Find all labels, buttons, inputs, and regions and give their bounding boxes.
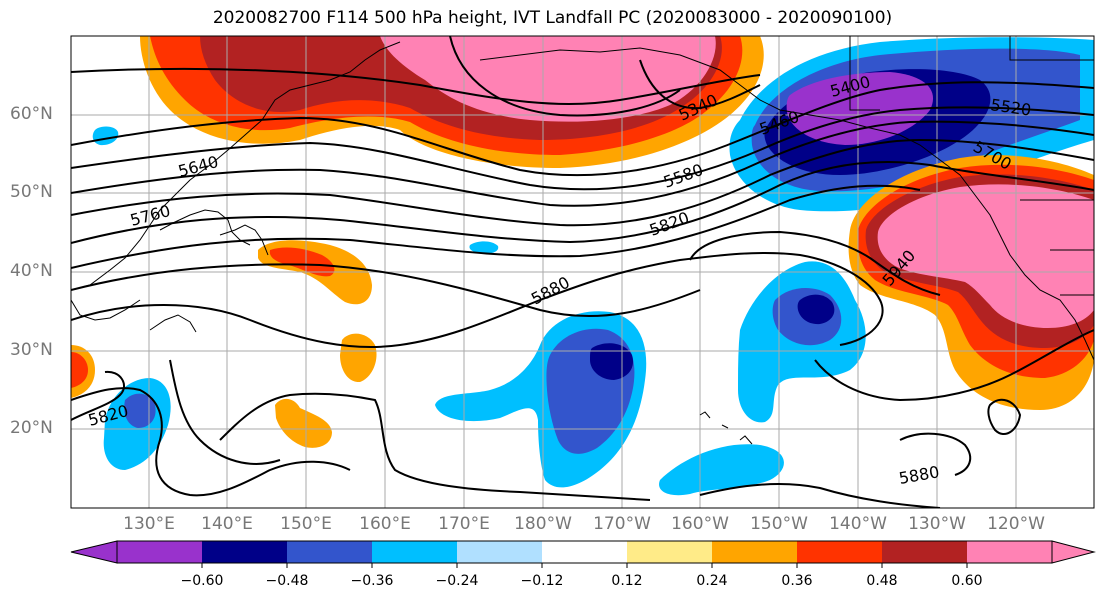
- colorbar-tick-label: 0.60: [951, 573, 983, 589]
- colorbar-tick-label: −0.24: [435, 573, 479, 589]
- colorbar-extend-left: [70, 540, 118, 564]
- lon-label-140e: 140°E: [201, 514, 253, 534]
- lon-label-150e: 150°E: [280, 514, 332, 534]
- contour-label-5880: 5880: [528, 273, 573, 309]
- colorbar: [70, 540, 1096, 568]
- lon-label-130e: 130°E: [123, 514, 175, 534]
- contour-label-5640: 5640: [176, 152, 220, 181]
- colorbar-extend-right: [1051, 540, 1096, 564]
- colorbar-tick-label: 0.48: [866, 573, 898, 589]
- colorbar-tick-label: 0.36: [781, 573, 813, 589]
- colorbar-tick-label: 0.12: [611, 573, 643, 589]
- lon-label-160e: 160°E: [359, 514, 411, 534]
- colorbar-cell-9: [882, 541, 967, 563]
- colorbar-cell-10: [967, 541, 1052, 563]
- contour-label-5880-east: 5880: [897, 462, 940, 488]
- colorbar-tick-label: −0.60: [180, 573, 224, 589]
- colorbar-cell-5: [542, 541, 627, 563]
- colorbar-cell-4: [457, 541, 542, 563]
- map-frame: [70, 35, 1095, 509]
- colorbar-cell-7: [712, 541, 797, 563]
- lon-label-150w: 150°W: [750, 514, 808, 534]
- colorbar-tick-label: −0.48: [265, 573, 309, 589]
- lon-label-120w: 120°W: [987, 514, 1045, 534]
- lat-label-30n: 30°N: [10, 340, 53, 360]
- gridlines: [71, 36, 1094, 508]
- height-contours: [71, 36, 1094, 508]
- lat-label-50n: 50°N: [10, 182, 53, 202]
- colorbar-cell-8: [797, 541, 882, 563]
- lon-label-170w: 170°W: [593, 514, 651, 534]
- colorbar-tick-label: −0.36: [350, 573, 394, 589]
- colorbar-cell-0: [117, 541, 202, 563]
- lon-label-140w: 140°W: [829, 514, 887, 534]
- colorbar-cell-1: [202, 541, 287, 563]
- colorbar-cell-2: [287, 541, 372, 563]
- colorbar-cell-3: [372, 541, 457, 563]
- contour-label-5820: 5820: [647, 208, 692, 240]
- lon-label-160w: 160°W: [671, 514, 729, 534]
- colorbar-cell-6: [627, 541, 712, 563]
- lat-label-40n: 40°N: [10, 261, 53, 281]
- lat-label-20n: 20°N: [10, 418, 53, 438]
- colorbar-tick-label: −0.12: [520, 573, 564, 589]
- coastlines: [71, 36, 1094, 445]
- lon-label-130w: 130°W: [908, 514, 966, 534]
- lon-label-180w: 180°W: [514, 514, 572, 534]
- lat-label-60n: 60°N: [10, 104, 53, 124]
- colorbar-tick-label: 0.24: [696, 573, 728, 589]
- lon-label-170e: 170°E: [438, 514, 490, 534]
- chart-title: 2020082700 F114 500 hPa height, IVT Land…: [212, 8, 893, 28]
